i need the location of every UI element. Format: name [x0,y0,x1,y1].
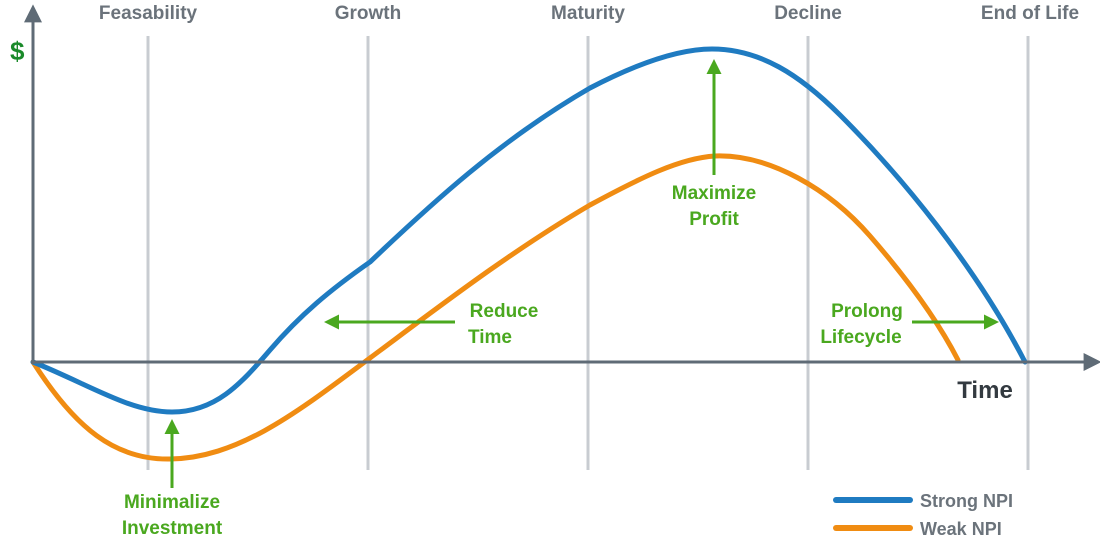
prolong-lifecycle-label-line2: Lifecycle [820,327,901,348]
y-axis-label: $ [10,36,25,66]
phase-labels: Feasability Growth Maturity Decline End … [99,3,1079,24]
maximize-profit-label-line2: Profit [689,209,739,230]
minimize-investment-label-line1: Minimalize [124,492,220,513]
curve-strong-npi [30,46,1028,415]
phase-label-growth: Growth [335,3,402,24]
phase-label-maturity: Maturity [551,3,625,24]
reduce-time-label-line2: Time [468,327,512,348]
legend-label-strong-npi: Strong NPI [920,491,1013,511]
phase-label-decline: Decline [774,3,842,24]
legend-label-weak-npi: Weak NPI [920,519,1002,537]
annotation-labels: Minimalize Investment Reduce Time Maximi… [122,183,903,537]
curve-weak-npi [30,153,961,462]
phase-label-feasability: Feasability [99,3,198,24]
x-axis-label: Time [957,377,1013,404]
prolong-lifecycle-label-line1: Prolong [831,301,903,322]
maximize-profit-label-line1: Maximize [672,183,756,204]
legend: Strong NPI Weak NPI [833,491,1013,537]
minimize-investment-label-line2: Investment [122,518,223,537]
phase-grid [146,36,1030,470]
annotation-arrows [164,59,999,488]
phase-label-end-of-life: End of Life [981,3,1079,24]
reduce-time-label-line1: Reduce [470,301,539,322]
axes: $ Time [10,4,1100,404]
